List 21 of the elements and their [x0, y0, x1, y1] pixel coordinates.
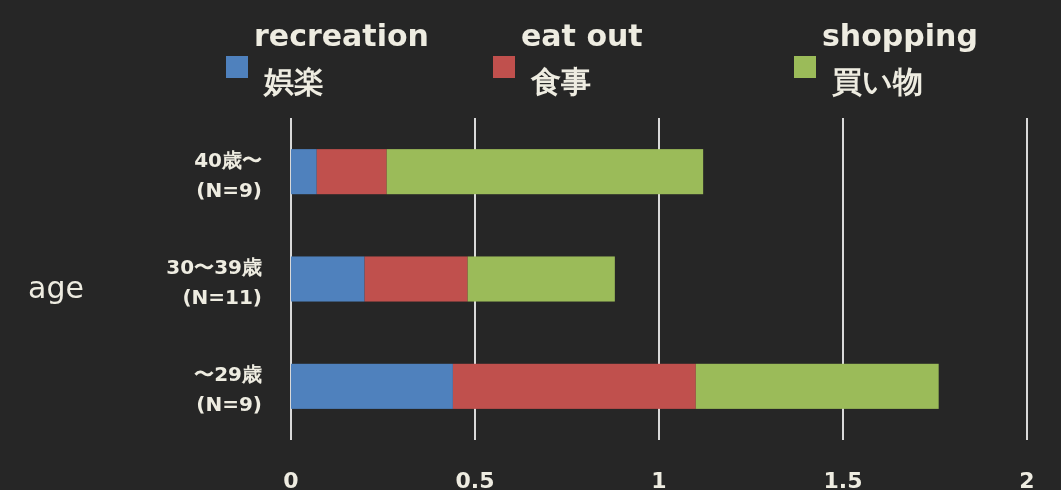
- bar: [364, 256, 468, 302]
- legend-label: shopping 買い物: [822, 18, 978, 99]
- x-tick-label: 0: [283, 468, 299, 490]
- bar: [695, 363, 939, 409]
- x-tick-label: 1.5: [823, 468, 863, 490]
- y-tick-label: 30〜39歳 (N=11): [166, 255, 262, 309]
- bar: [386, 149, 704, 195]
- y-tick-label: 〜29歳 (N=9): [194, 362, 262, 417]
- legend-label: eat out 食事: [521, 18, 643, 99]
- bar: [291, 256, 365, 302]
- legend-label: recreation 娯楽: [254, 18, 429, 99]
- bar: [467, 256, 615, 302]
- bar: [291, 363, 453, 409]
- bar: [316, 149, 387, 195]
- bar: [452, 363, 696, 409]
- y-axis-title: age: [28, 270, 84, 305]
- bar: [291, 149, 317, 195]
- y-tick-label: 40歳〜 (N=9): [194, 147, 262, 202]
- x-tick-label: 1: [651, 468, 667, 490]
- x-tick-label: 2: [1019, 468, 1035, 490]
- x-tick-label: 0.5: [455, 468, 495, 490]
